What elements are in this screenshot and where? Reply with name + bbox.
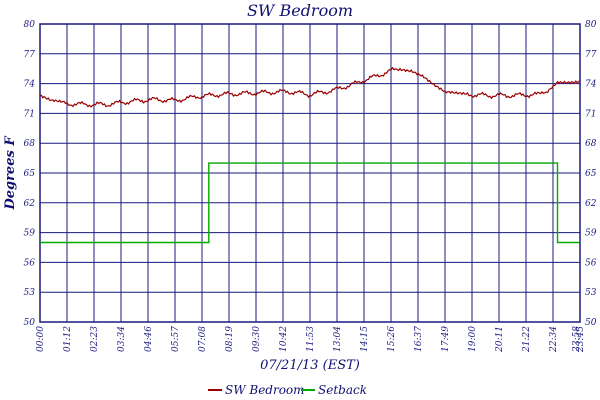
y-tick-label-left: 77 [24,50,36,60]
x-tick-label: 04:46 [144,326,154,352]
x-tick-label: 15:26 [387,326,397,352]
y-tick-label-left: 80 [24,20,36,30]
y-tick-label-left: 53 [24,288,36,298]
x-tick-label: 02:23 [90,326,100,352]
x-tick-label: 19:00 [468,326,478,352]
grid [39,23,581,323]
x-tick-label: 00:00 [36,326,46,352]
x-tick-label: 13:04 [333,326,343,352]
x-tick-label: 21:22 [522,326,532,353]
series-line-setback [40,162,580,244]
y-tick-label-left: 50 [24,318,36,328]
legend: SW Bedroom Setback [208,383,367,397]
x-tick-label: 16:37 [414,326,424,352]
y-tick-label-right: 59 [585,229,597,239]
chart-title: SW Bedroom [247,1,353,20]
series-layer [39,66,581,244]
y-tick-label-right: 56 [585,258,597,268]
x-tick-label: 07:08 [198,326,208,352]
legend-label: Setback [318,383,367,397]
x-tick-label: 22:34 [549,326,559,353]
x-tick-label: 08:19 [225,326,235,352]
y-tick-label-right: 71 [585,109,596,119]
x-tick-label: 05:57 [171,326,181,352]
y-tick-label-right: 68 [585,139,597,149]
x-tick-label: 03:34 [117,326,127,352]
series-line-sw-bedroom [39,66,581,108]
y-tick-label-right: 74 [585,80,597,90]
y-ticks-right: 50 53 56 59 62 65 68 71 74 77 80 [585,20,597,328]
y-axis-title: Degrees F [3,136,18,211]
x-tick-label: 01:12 [63,326,73,352]
y-tick-label-right: 62 [585,199,597,209]
y-tick-label-left: 65 [24,169,36,179]
y-tick-label-right: 80 [585,20,597,30]
y-tick-label-right: 65 [585,169,597,179]
y-tick-label-left: 62 [24,199,36,209]
y-tick-label-left: 59 [24,229,36,239]
y-tick-label-right: 53 [585,288,597,298]
x-tick-label: 11:53 [306,326,316,352]
y-tick-label-left: 74 [24,80,36,90]
x-axis-title: 07/21/13 (EST) [260,358,360,373]
y-tick-label-left: 56 [24,258,36,268]
y-tick-label-left: 68 [24,139,36,149]
x-tick-label: 20:11 [495,326,505,353]
x-tick-label: 23:45 [576,326,586,353]
legend-label: SW Bedroom [225,383,305,397]
y-ticks-left: 50 53 56 59 62 65 68 71 74 77 80 [24,20,36,328]
y-tick-label-right: 77 [585,50,597,60]
x-tick-label: 23:58 [572,326,582,353]
y-tick-label-right: 50 [585,318,597,328]
x-tick-label: 09:30 [252,326,262,352]
x-tick-label: 17:49 [441,326,451,352]
x-tick-label: 14:15 [360,326,370,352]
x-tick-label: 10:42 [279,326,289,352]
y-tick-label-left: 71 [24,109,35,119]
x-ticks: 00:00 01:12 02:23 03:34 04:46 05:57 07:08 08:19… [36,326,586,353]
